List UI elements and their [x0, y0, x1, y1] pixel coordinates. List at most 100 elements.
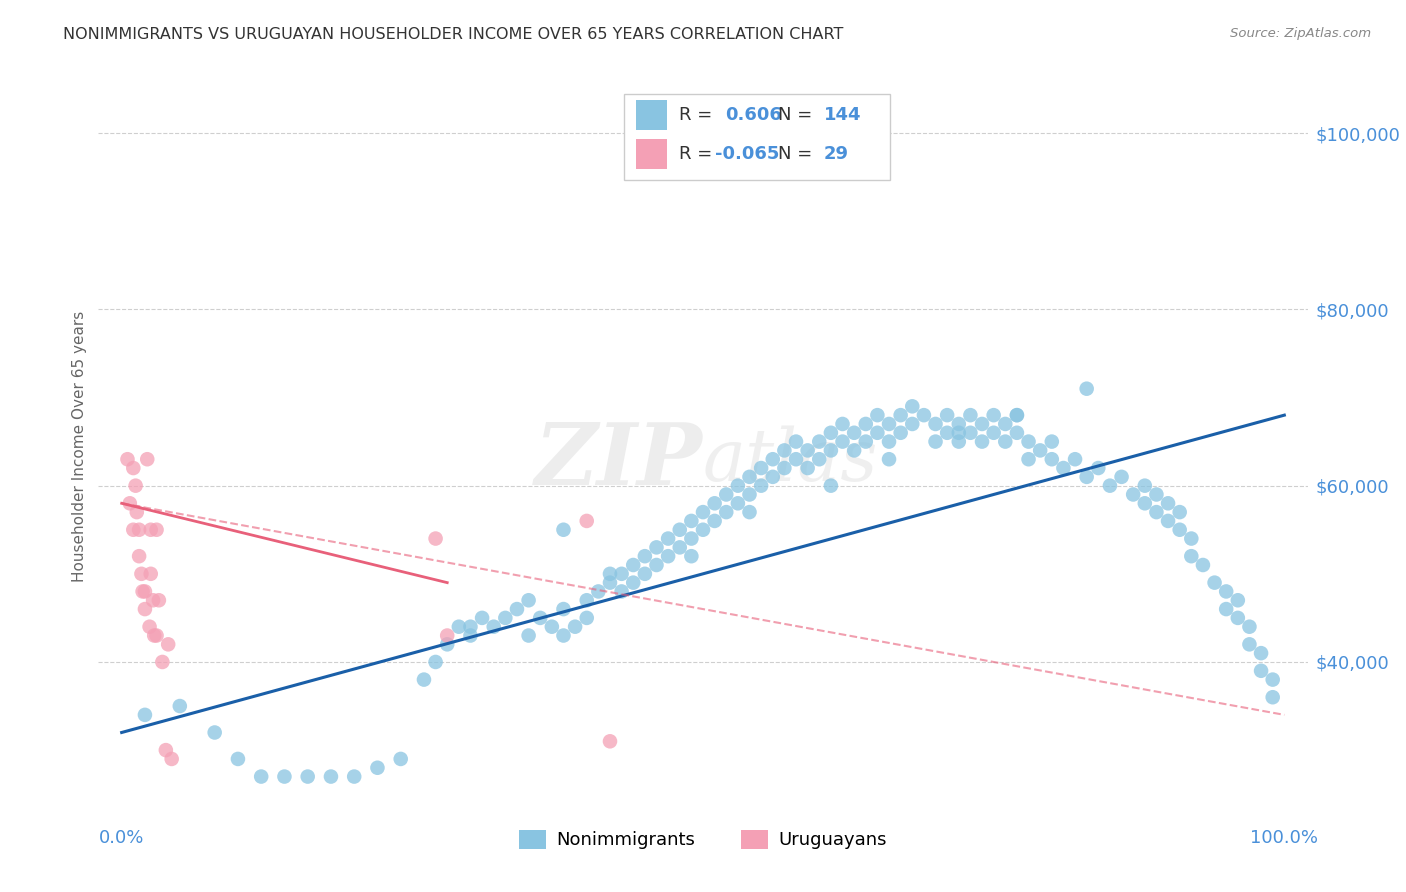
Point [773, 461, 796, 475]
Point [621, 575, 644, 590]
Point [517, 628, 540, 642]
Point [890, 425, 912, 440]
Point [136, 452, 159, 467]
Legend: Nonimmigrants, Uruguayans: Nonimmigrants, Uruguayans [512, 822, 894, 856]
Point [413, 673, 436, 687]
Point [250, 770, 273, 784]
Point [460, 628, 482, 642]
Point [634, 549, 657, 564]
Point [808, 434, 831, 449]
Point [125, 505, 148, 519]
Point [727, 478, 749, 492]
Text: ZIP: ZIP [536, 419, 703, 503]
Point [134, 584, 156, 599]
Point [138, 620, 160, 634]
Point [610, 584, 633, 599]
Point [1144, 487, 1167, 501]
Point [796, 461, 818, 475]
Point [1018, 452, 1040, 467]
Point [634, 566, 657, 581]
Point [820, 478, 842, 492]
Point [517, 593, 540, 607]
Point [703, 496, 725, 510]
Point [692, 505, 714, 519]
Point [681, 532, 703, 546]
Point [994, 434, 1017, 449]
Point [1133, 478, 1156, 492]
Point [1076, 470, 1098, 484]
Point [1168, 523, 1191, 537]
Point [703, 514, 725, 528]
Point [143, 628, 166, 642]
Point [145, 523, 167, 537]
Point [1040, 452, 1063, 467]
Point [425, 655, 447, 669]
Point [553, 602, 575, 616]
Point [128, 549, 150, 564]
Point [657, 549, 679, 564]
Point [727, 496, 749, 510]
Point [1005, 425, 1028, 440]
Point [128, 523, 150, 537]
Point [1122, 487, 1144, 501]
Point [668, 541, 690, 555]
FancyBboxPatch shape [624, 94, 890, 180]
Point [118, 496, 141, 510]
Point [1005, 408, 1028, 422]
Text: 144: 144 [824, 106, 862, 124]
Point [139, 566, 162, 581]
Point [796, 443, 818, 458]
Point [1018, 434, 1040, 449]
Point [134, 707, 156, 722]
Point [924, 417, 946, 431]
Point [142, 593, 165, 607]
Bar [637, 139, 666, 169]
Point [844, 425, 866, 440]
Point [890, 408, 912, 422]
Point [1250, 664, 1272, 678]
Point [460, 620, 482, 634]
Text: N =: N = [778, 106, 818, 124]
Point [540, 620, 562, 634]
Point [831, 434, 853, 449]
Point [959, 408, 981, 422]
Point [1157, 514, 1180, 528]
Point [1052, 461, 1074, 475]
Point [1226, 611, 1249, 625]
Point [645, 558, 668, 572]
Point [273, 770, 295, 784]
Point [160, 752, 183, 766]
Point [366, 761, 388, 775]
Point [994, 417, 1017, 431]
Point [948, 434, 970, 449]
Point [681, 514, 703, 528]
Point [936, 408, 959, 422]
Point [1215, 602, 1237, 616]
Point [657, 532, 679, 546]
Point [1239, 620, 1261, 634]
Point [844, 443, 866, 458]
Point [948, 425, 970, 440]
Point [599, 575, 621, 590]
Point [155, 743, 177, 757]
Point [716, 505, 738, 519]
Point [901, 417, 924, 431]
Point [1064, 452, 1087, 467]
Point [150, 655, 173, 669]
Point [117, 452, 139, 467]
Text: Source: ZipAtlas.com: Source: ZipAtlas.com [1230, 27, 1371, 40]
Text: 29: 29 [824, 145, 849, 162]
Point [124, 478, 146, 492]
Point [1087, 461, 1109, 475]
Point [936, 425, 959, 440]
Text: atlas: atlas [703, 425, 879, 496]
Point [564, 620, 586, 634]
Point [681, 549, 703, 564]
Point [506, 602, 529, 616]
Point [1133, 496, 1156, 510]
Point [1076, 382, 1098, 396]
Point [749, 478, 772, 492]
Point [645, 541, 668, 555]
Point [122, 461, 145, 475]
Point [716, 487, 738, 501]
